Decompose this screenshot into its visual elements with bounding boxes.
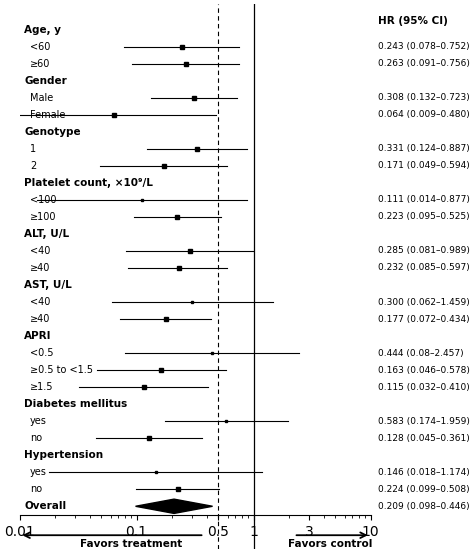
Text: 0.177 (0.072–0.434): 0.177 (0.072–0.434)	[378, 315, 469, 324]
Text: <40: <40	[30, 246, 50, 256]
Text: 0.064 (0.009–0.480): 0.064 (0.009–0.480)	[378, 110, 469, 119]
Text: Overall: Overall	[24, 501, 66, 511]
Text: Favors control: Favors control	[288, 538, 372, 548]
Text: 0.300 (0.062–1.459): 0.300 (0.062–1.459)	[378, 297, 469, 306]
Text: HR (95% CI): HR (95% CI)	[378, 16, 447, 26]
Text: Female: Female	[30, 110, 65, 120]
Text: 0.583 (0.174–1.959): 0.583 (0.174–1.959)	[378, 417, 470, 425]
Text: 0.285 (0.081–0.989): 0.285 (0.081–0.989)	[378, 247, 470, 255]
Text: AST, U/L: AST, U/L	[24, 280, 72, 290]
Polygon shape	[136, 499, 212, 514]
Text: 0.171 (0.049–0.594): 0.171 (0.049–0.594)	[378, 161, 469, 171]
Text: Diabetes mellitus: Diabetes mellitus	[24, 399, 128, 409]
Text: <40: <40	[30, 297, 50, 307]
Text: Genotype: Genotype	[24, 127, 81, 137]
Text: 0.163 (0.046–0.578): 0.163 (0.046–0.578)	[378, 366, 470, 375]
Text: yes: yes	[30, 416, 47, 426]
Text: <0.5: <0.5	[30, 348, 54, 358]
Text: ≥40: ≥40	[30, 314, 50, 324]
Text: 0.115 (0.032–0.410): 0.115 (0.032–0.410)	[378, 383, 469, 392]
Text: Gender: Gender	[24, 76, 67, 86]
Text: 0.243 (0.078–0.752): 0.243 (0.078–0.752)	[378, 42, 469, 51]
Text: 0.331 (0.124–0.887): 0.331 (0.124–0.887)	[378, 145, 469, 153]
Text: ≥0.5 to <1.5: ≥0.5 to <1.5	[30, 365, 93, 375]
Text: 0.232 (0.085–0.597): 0.232 (0.085–0.597)	[378, 264, 469, 273]
Text: <60: <60	[30, 42, 50, 52]
Text: 0.224 (0.099–0.508): 0.224 (0.099–0.508)	[378, 485, 469, 494]
Text: no: no	[30, 433, 42, 443]
Text: 0.128 (0.045–0.361): 0.128 (0.045–0.361)	[378, 434, 469, 443]
Text: yes: yes	[30, 467, 47, 477]
Text: <100: <100	[30, 195, 56, 205]
Text: 0.308 (0.132–0.723): 0.308 (0.132–0.723)	[378, 93, 469, 102]
Text: APRI: APRI	[24, 331, 52, 341]
Text: 1: 1	[30, 144, 36, 154]
Text: Age, y: Age, y	[24, 25, 61, 35]
Text: 2: 2	[30, 161, 36, 171]
Text: 0.111 (0.014–0.877): 0.111 (0.014–0.877)	[378, 196, 470, 204]
Text: ≥100: ≥100	[30, 212, 56, 222]
Text: Male: Male	[30, 93, 53, 103]
Text: 0.223 (0.095–0.525): 0.223 (0.095–0.525)	[378, 212, 469, 222]
Text: 0.444 (0.08–2.457): 0.444 (0.08–2.457)	[378, 348, 463, 357]
Text: Hypertension: Hypertension	[24, 450, 103, 460]
Text: ≥60: ≥60	[30, 59, 50, 69]
Text: 0.146 (0.018–1.174): 0.146 (0.018–1.174)	[378, 468, 469, 477]
Text: 0.209 (0.098–0.446): 0.209 (0.098–0.446)	[378, 502, 469, 511]
Text: ALT, U/L: ALT, U/L	[24, 229, 69, 239]
Text: no: no	[30, 484, 42, 494]
Text: ≥1.5: ≥1.5	[30, 382, 54, 392]
Text: ≥40: ≥40	[30, 263, 50, 273]
Text: Favors treatment: Favors treatment	[80, 538, 182, 548]
Text: Platelet count, ×10⁹/L: Platelet count, ×10⁹/L	[24, 178, 153, 188]
Text: 0.263 (0.091–0.756): 0.263 (0.091–0.756)	[378, 59, 470, 68]
